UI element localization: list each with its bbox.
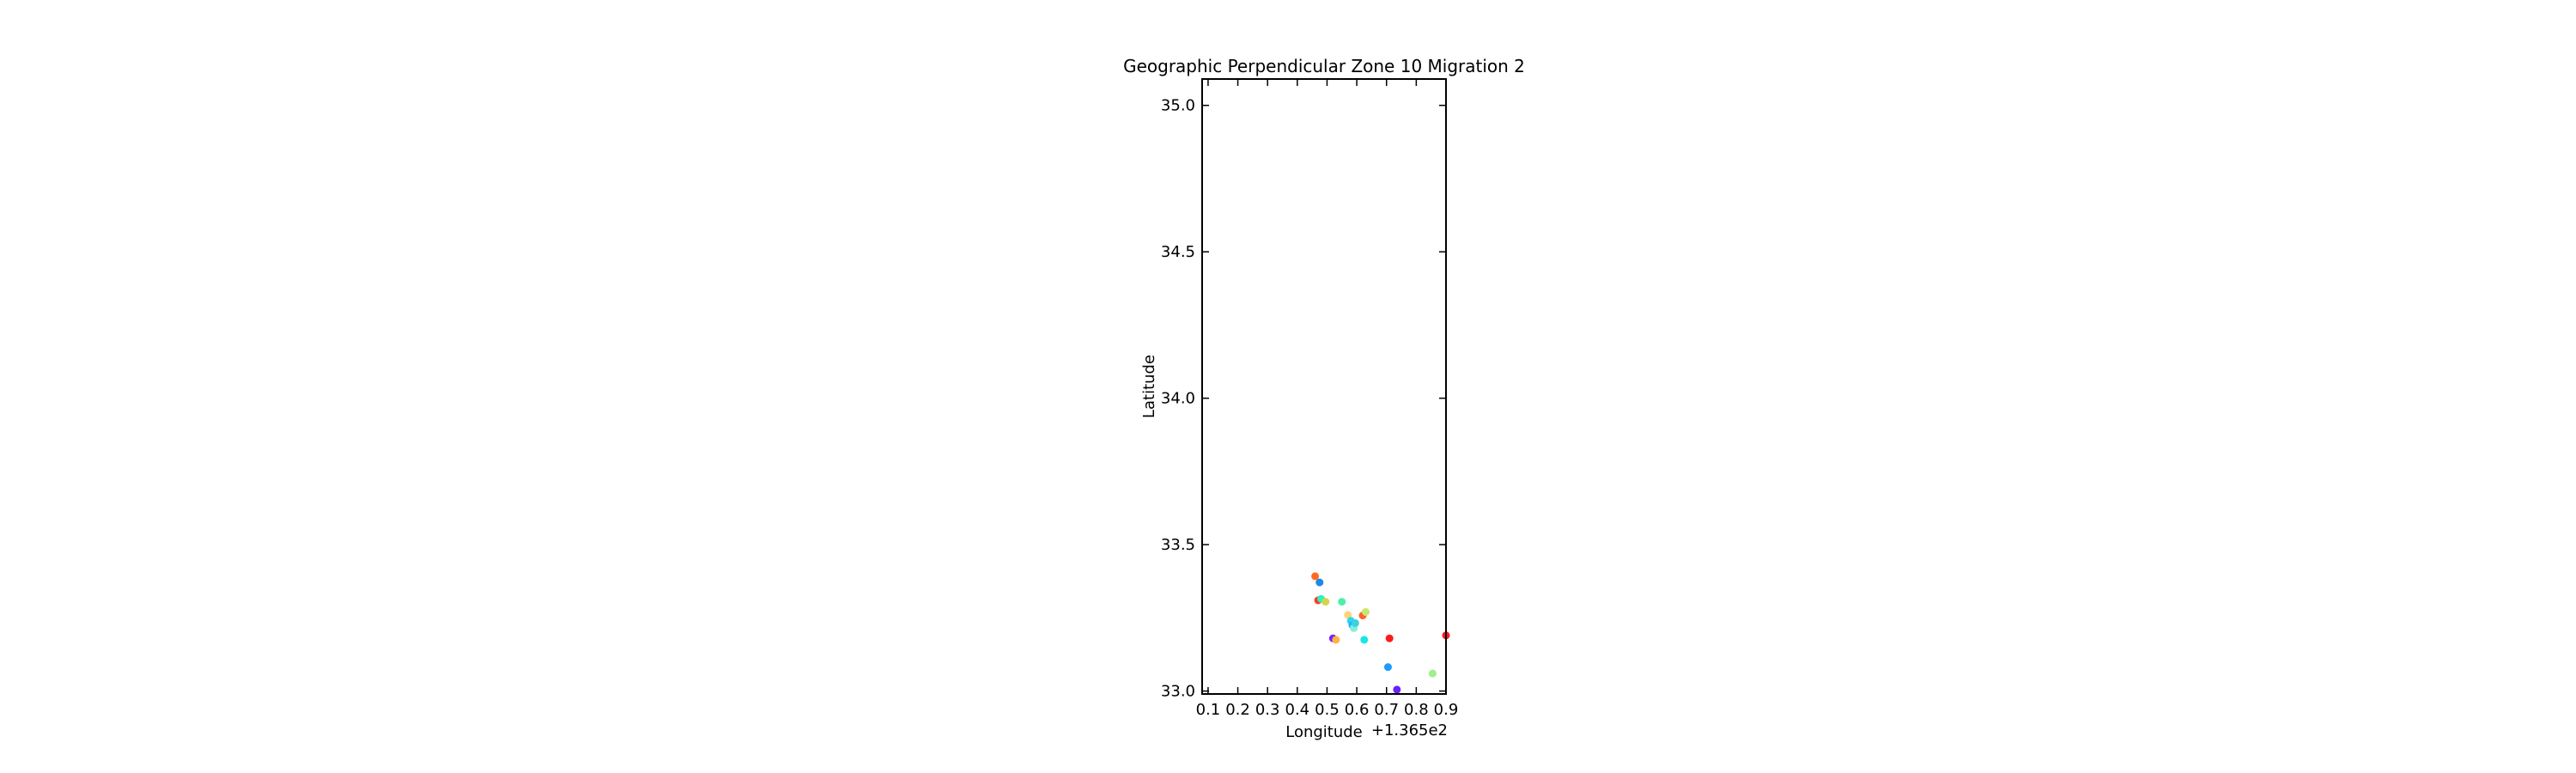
- y-tick-label: 34.5: [1161, 243, 1195, 261]
- x-tick-label: 0.3: [1255, 701, 1280, 719]
- x-axis-label: Longitude: [1285, 723, 1363, 741]
- x-tick-label: 0.7: [1374, 701, 1399, 719]
- y-tick-label: 35.0: [1161, 97, 1195, 115]
- x-axis-ticks: 0.1 0.2 0.3 0.4 0.5 0.6 0.7 0.8 0.9: [1196, 79, 1459, 719]
- scatter-point: [1344, 611, 1352, 619]
- scatter-point: [1360, 636, 1369, 644]
- x-axis-offset-label: +1.365e2: [1371, 721, 1448, 740]
- y-axis-label: Latitude: [1140, 355, 1158, 418]
- scatter-point: [1311, 572, 1320, 581]
- plot-frame: [1201, 78, 1447, 695]
- scatter-point: [1338, 598, 1346, 606]
- scatter-point: [1385, 634, 1394, 642]
- y-axis-ticks: 33.0 33.5 34.0 34.5 35.0: [1161, 97, 1446, 701]
- scatter-point: [1383, 663, 1392, 672]
- y-tick-label: 33.0: [1161, 683, 1195, 701]
- x-tick-label: 0.8: [1404, 701, 1429, 719]
- scatter-point: [1332, 636, 1340, 644]
- x-tick-label: 0.2: [1225, 701, 1250, 719]
- y-tick-label: 33.5: [1161, 536, 1195, 554]
- scatter-point: [1361, 608, 1370, 617]
- x-tick-label: 0.9: [1434, 701, 1459, 719]
- chart-title: Geographic Perpendicular Zone 10 Migrati…: [1123, 56, 1525, 76]
- points-layer: [1311, 572, 1450, 694]
- scatter-point: [1321, 598, 1330, 606]
- x-tick-label: 0.5: [1315, 701, 1340, 719]
- scatter-point: [1351, 618, 1359, 627]
- y-tick-label: 34.0: [1161, 390, 1195, 408]
- x-tick-label: 0.1: [1196, 701, 1221, 719]
- x-tick-label: 0.4: [1285, 701, 1310, 719]
- x-tick-label: 0.6: [1345, 701, 1370, 719]
- scatter-point: [1393, 685, 1401, 694]
- scatter-point: [1315, 578, 1324, 587]
- scatter-point: [1428, 669, 1437, 678]
